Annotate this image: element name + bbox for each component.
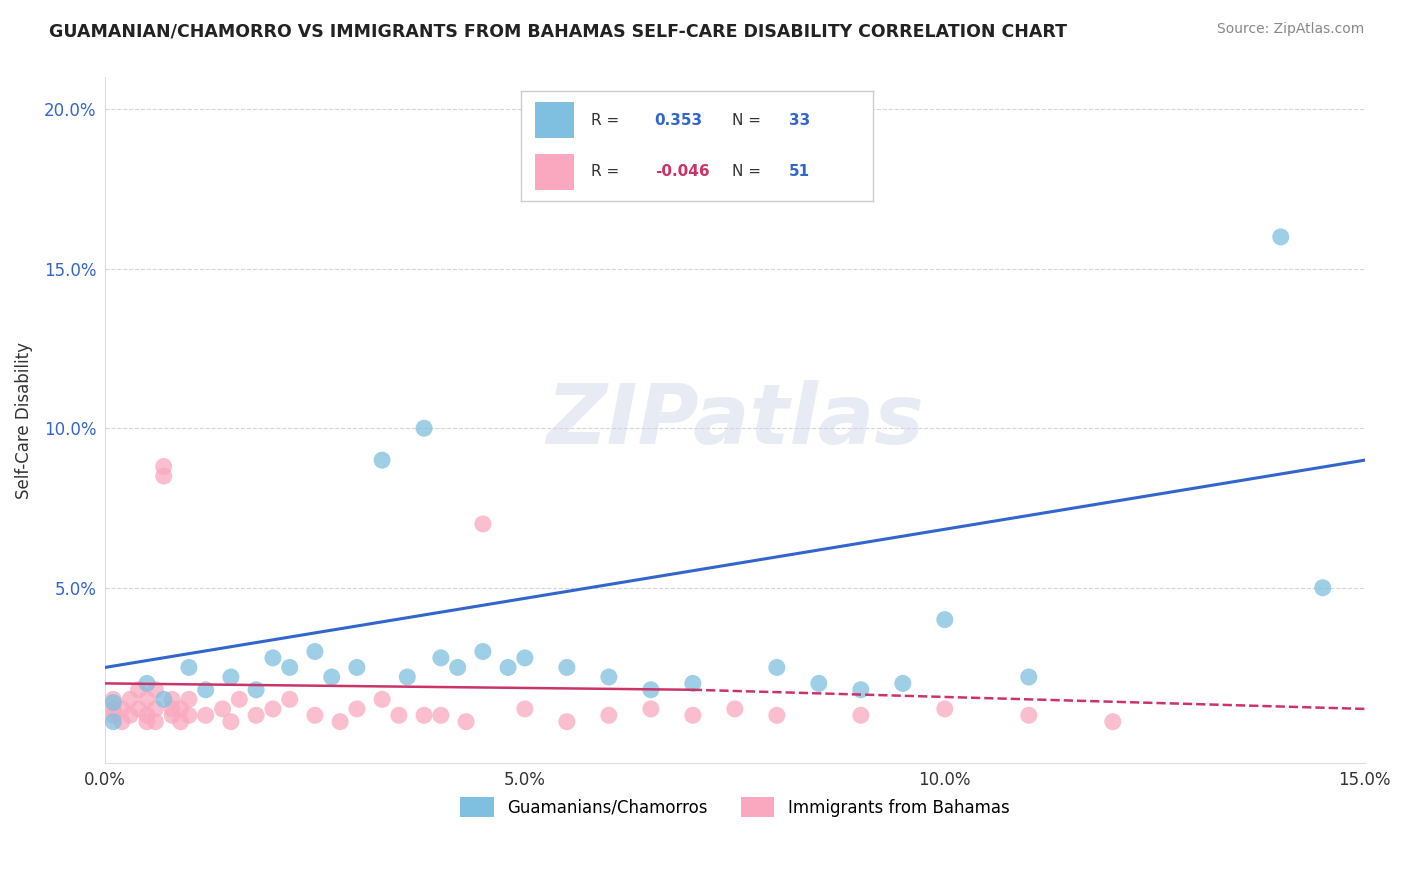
Point xyxy=(136,714,159,729)
Point xyxy=(278,660,301,674)
Point xyxy=(152,692,174,706)
Point xyxy=(211,702,233,716)
Point xyxy=(245,708,267,723)
Point xyxy=(346,660,368,674)
Point xyxy=(396,670,419,684)
Point xyxy=(304,644,326,658)
Point xyxy=(598,670,620,684)
Point xyxy=(513,702,536,716)
Point xyxy=(388,708,411,723)
Point xyxy=(136,676,159,690)
Text: GUAMANIAN/CHAMORRO VS IMMIGRANTS FROM BAHAMAS SELF-CARE DISABILITY CORRELATION C: GUAMANIAN/CHAMORRO VS IMMIGRANTS FROM BA… xyxy=(49,22,1067,40)
Point xyxy=(766,708,789,723)
Point xyxy=(1018,670,1040,684)
Point xyxy=(766,660,789,674)
Point xyxy=(1270,230,1292,244)
Point xyxy=(120,708,142,723)
Point xyxy=(891,676,914,690)
Point xyxy=(849,708,872,723)
Point xyxy=(169,714,191,729)
Point xyxy=(219,670,242,684)
Point xyxy=(169,702,191,716)
Point xyxy=(143,714,166,729)
Point xyxy=(496,660,519,674)
Point xyxy=(371,692,394,706)
Point xyxy=(103,708,125,723)
Text: Source: ZipAtlas.com: Source: ZipAtlas.com xyxy=(1216,22,1364,37)
Point xyxy=(103,714,125,729)
Point xyxy=(245,682,267,697)
Point xyxy=(160,708,183,723)
Point xyxy=(640,682,662,697)
Y-axis label: Self-Care Disability: Self-Care Disability xyxy=(15,342,32,499)
Point xyxy=(454,714,477,729)
Legend: Guamanians/Chamorros, Immigrants from Bahamas: Guamanians/Chamorros, Immigrants from Ba… xyxy=(454,791,1017,823)
Point xyxy=(471,644,494,658)
Point xyxy=(329,714,352,729)
Point xyxy=(598,708,620,723)
Point xyxy=(555,660,578,674)
Point xyxy=(160,702,183,716)
Point xyxy=(152,469,174,483)
Point xyxy=(128,682,150,697)
Point xyxy=(430,708,453,723)
Point xyxy=(682,676,704,690)
Point xyxy=(304,708,326,723)
Point xyxy=(1018,708,1040,723)
Point xyxy=(128,702,150,716)
Point xyxy=(111,714,134,729)
Point xyxy=(177,708,200,723)
Point xyxy=(160,692,183,706)
Point xyxy=(513,651,536,665)
Point xyxy=(143,682,166,697)
Point xyxy=(555,714,578,729)
Point xyxy=(682,708,704,723)
Point xyxy=(228,692,250,706)
Point xyxy=(219,714,242,729)
Point xyxy=(152,459,174,474)
Point xyxy=(120,692,142,706)
Point xyxy=(934,613,956,627)
Point xyxy=(724,702,747,716)
Point xyxy=(278,692,301,706)
Point xyxy=(262,651,284,665)
Point xyxy=(1312,581,1334,595)
Point xyxy=(807,676,830,690)
Point xyxy=(194,682,217,697)
Point xyxy=(849,682,872,697)
Point xyxy=(136,692,159,706)
Point xyxy=(321,670,343,684)
Point xyxy=(447,660,470,674)
Point xyxy=(934,702,956,716)
Point xyxy=(640,702,662,716)
Point xyxy=(346,702,368,716)
Point xyxy=(177,660,200,674)
Point xyxy=(103,696,125,710)
Point xyxy=(471,516,494,531)
Point xyxy=(111,702,134,716)
Point xyxy=(143,702,166,716)
Text: ZIPatlas: ZIPatlas xyxy=(546,380,924,461)
Point xyxy=(413,421,436,435)
Point xyxy=(136,708,159,723)
Point xyxy=(430,651,453,665)
Point xyxy=(194,708,217,723)
Point xyxy=(103,692,125,706)
Point xyxy=(177,692,200,706)
Point xyxy=(103,702,125,716)
Point xyxy=(413,708,436,723)
Point xyxy=(262,702,284,716)
Point xyxy=(371,453,394,467)
Point xyxy=(1101,714,1123,729)
